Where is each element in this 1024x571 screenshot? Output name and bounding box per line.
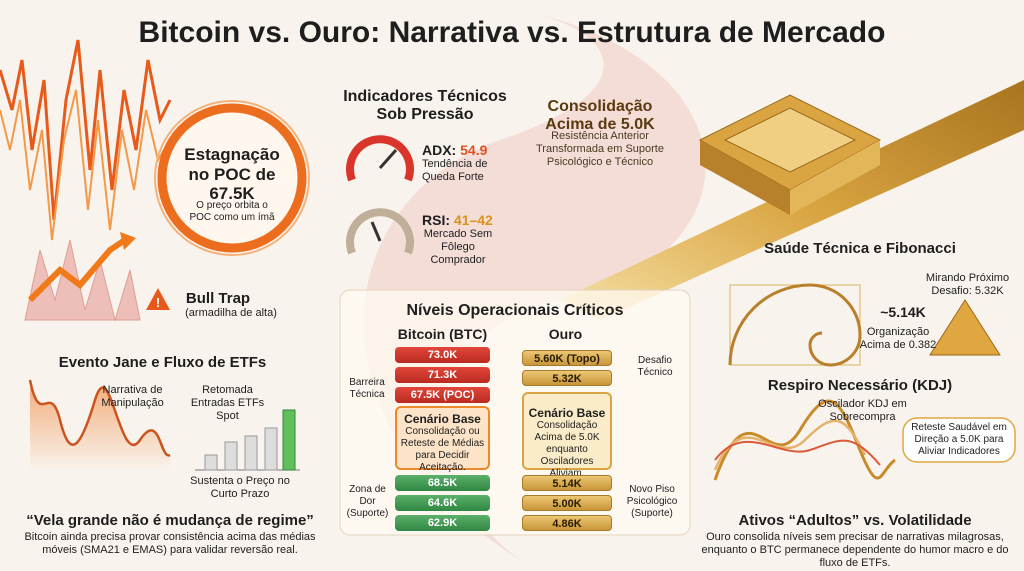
rsi-text: Mercado Sem Fôlego Comprador xyxy=(423,228,493,267)
kdj-wave xyxy=(714,439,881,466)
etf-bar xyxy=(264,427,278,471)
poc-title: Estagnação no POC de 67.5K xyxy=(184,145,280,204)
adults-text: Ouro consolida níveis sem precisar de na… xyxy=(701,531,1009,570)
etf-bar xyxy=(244,435,258,471)
fib-target: Mirando Próximo Desafio: 5.32K xyxy=(925,272,1010,298)
fib-level: ~5.14K xyxy=(880,304,926,320)
gauge-needle xyxy=(378,149,398,169)
poc-ring xyxy=(154,100,310,256)
kdj-callout xyxy=(902,417,1016,463)
gold-support-level: 5.00K xyxy=(522,495,612,511)
gold-support-level: 5.14K xyxy=(522,475,612,491)
rsi-label-text: RSI: xyxy=(422,212,450,228)
warning-icon xyxy=(146,288,170,310)
etf-bar xyxy=(204,454,218,471)
gold-resistance-level: 5.60K (Topo) xyxy=(522,350,612,366)
consolidation-title: Consolidação Acima de 5.0K xyxy=(545,98,655,134)
etf-support: Sustenta o Preço no Curto Prazo xyxy=(190,475,290,501)
btc-resistance-level: 67.5K (POC) xyxy=(395,387,490,403)
btc-header: Bitcoin (BTC) xyxy=(397,326,488,342)
etf-line-area xyxy=(30,380,170,470)
quote-text: Bitcoin ainda precisa provar consistênci… xyxy=(24,531,316,557)
warning-icon: ! xyxy=(156,295,160,310)
consolidation-text: Resistência Anterior Transformada em Sup… xyxy=(536,130,664,169)
btc-scenario-text: Consolidação ou Reteste de Médias para D… xyxy=(400,426,485,474)
btc-scenario-title: Cenário Base xyxy=(404,412,481,426)
gold-support-label: Novo Piso Psicológico (Suporte) xyxy=(626,484,678,519)
kdj-callout-text: Reteste Saudável em Direção a 5.0K para … xyxy=(911,422,1007,457)
pyramid xyxy=(929,299,1001,356)
adx-gauge xyxy=(346,135,414,182)
resistance-label: Barreira Técnica xyxy=(349,377,385,400)
gold-scenario-text: Consolidação Acima de 5.0K enquanto Osci… xyxy=(534,420,600,480)
support-label: Zona de Dor (Suporte) xyxy=(346,484,389,519)
indicators-title: Indicadores Técnicos Sob Pressão xyxy=(343,88,507,124)
gold-scenario-title: Cenário Base xyxy=(528,406,606,420)
rsi-label: RSI: 41–42 xyxy=(422,212,493,228)
btc-support-level: 62.9K xyxy=(395,515,490,531)
adx-text: Tendência de Queda Forte xyxy=(422,158,488,184)
bull-trap-text: (armadilha de alta) xyxy=(185,307,277,319)
castle xyxy=(700,140,790,215)
price-spikes xyxy=(0,39,172,221)
castle xyxy=(790,140,880,215)
fib-spiral xyxy=(728,283,862,367)
adx-value: 54.9 xyxy=(460,142,488,158)
quote-title: “Vela grande não é mudança de regime” xyxy=(26,512,314,529)
kdj-wave xyxy=(713,419,867,471)
bull-trap-arrow xyxy=(27,237,127,303)
castle xyxy=(723,107,857,173)
poc-text: O preço orbita o POC como um ímã xyxy=(189,200,275,223)
rsi-gauge xyxy=(346,208,414,255)
fib-text: Organização Acima de 0.382 xyxy=(859,326,937,352)
title: Bitcoin vs. Ouro: Narrativa vs. Estrutur… xyxy=(138,16,886,49)
btc-resistance-level: 73.0K xyxy=(395,347,490,363)
btc-support-level: 68.5K xyxy=(395,475,490,491)
etf-bar xyxy=(224,441,238,471)
kdj-text: Oscilador KDJ em Sobrecompra xyxy=(818,398,907,424)
rsi-value: 41–42 xyxy=(453,212,493,228)
gold-resistance-label: Desafio Técnico xyxy=(637,355,673,378)
gold-scenario: Cenário Base Consolidação Acima de 5.0K … xyxy=(522,392,612,479)
levels-title: Níveis Operacionais Críticos xyxy=(406,302,624,319)
gold-support-level: 4.86K xyxy=(522,515,612,531)
kdj-title: Respiro Necessário (KDJ) xyxy=(767,377,953,394)
btc-support-level: 64.6K xyxy=(395,495,490,511)
bull-trap-arrow xyxy=(120,232,136,250)
btc-scenario: Cenário Base Consolidação ou Reteste de … xyxy=(395,406,490,473)
etf-line xyxy=(28,379,171,457)
kdj-wave xyxy=(713,399,896,481)
etf-title: Evento Jane e Fluxo de ETFs xyxy=(58,354,267,371)
poc-ring xyxy=(157,103,307,253)
adx-label-text: ADX: xyxy=(422,142,457,158)
gauge-needle xyxy=(370,221,382,242)
price-spikes xyxy=(0,89,171,241)
gold-header: Ouro xyxy=(548,326,583,342)
etf-narrative: Narrativa de Manipulação xyxy=(101,384,164,410)
bull-trap-title: Bull Trap xyxy=(185,290,251,307)
gold-resistance-level: 5.32K xyxy=(522,370,612,386)
background-swoosh xyxy=(363,10,706,560)
bull-trap-chart xyxy=(24,239,141,322)
etf-inflows: Retomada Entradas ETFs Spot xyxy=(190,384,265,423)
adults-title: Ativos “Adultos” vs. Volatilidade xyxy=(738,512,972,529)
etf-bar xyxy=(282,409,296,471)
fib-title: Saúde Técnica e Fibonacci xyxy=(764,240,956,257)
adx-label: ADX: 54.9 xyxy=(422,142,487,158)
btc-resistance-level: 71.3K xyxy=(395,367,490,383)
